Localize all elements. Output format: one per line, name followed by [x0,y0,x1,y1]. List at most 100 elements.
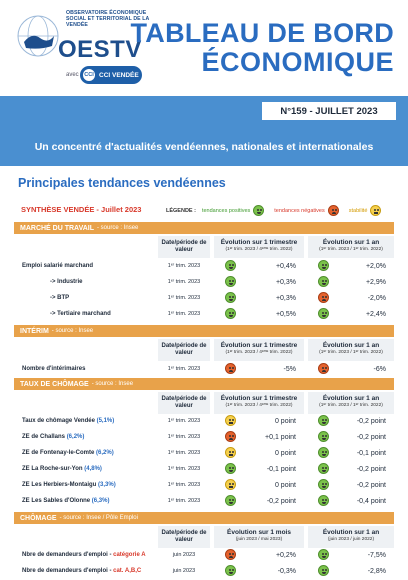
legend: LÉGENDE : tendances positives tendances … [166,205,382,216]
section-taux-chomage-source: - source : Insee [91,381,134,387]
avec-label: avec [66,72,79,78]
column-month: Évolution sur 1 mois (juin 2023 / mai 202… [214,526,304,548]
row-value-period: +0,3% [275,295,296,302]
column-quarter: Évolution sur 1 trimestre (1ᵉʳ trim. 2023… [214,339,304,361]
section-interim: INTÉRIM - source : Insee [14,325,394,337]
table-row: Nombre d'intérimaires 1ᵉʳ trim. 2023 -5% -6… [14,361,394,377]
column-year: Évolution sur 1 an (1ᵉʳ trim. 2023 / 1ᵉʳ … [308,339,394,361]
positive-smiley-icon [318,479,329,490]
negative-smiley-icon [327,205,339,216]
positive-smiley-icon [318,415,329,426]
header: OBSERVATOIRE ÉCONOMIQUE SOCIAL ET TERRIT… [0,0,408,96]
table-row: Taux de chômage Vendée (5,1%) 1ᵉʳ trim. 2… [14,413,394,429]
row-value-year: -0,2 point [356,466,386,473]
section-chomage-title: CHÔMAGE [20,514,57,522]
legend-stable-label: stabilité [348,207,368,214]
table-row: -> Tertiaire marchand 1ᵉʳ trim. 2023 +0,5%… [14,306,394,322]
row-value-year: +2,9% [365,279,386,286]
column-header-taux: Date/période de valeur Évolution sur 1 t… [14,392,394,414]
row-label: Nombre d'intérimaires [22,366,86,372]
column-date: Date/période de valeur [158,339,210,361]
row-date: 1ᵉʳ trim. 2023 [167,279,201,285]
row-value-period: +0,5% [275,311,296,318]
positive-smiley-icon [225,565,236,576]
row-value-period: +0,3% [275,279,296,286]
table-row: Nbre de demandeurs d'emploi - catégorie … [14,547,394,563]
positive-smiley-icon [318,565,329,576]
table-row: ZE de Challans (6,2%) 1ᵉʳ trim. 2023 +0,1 … [14,429,394,445]
row-label: ZE Les Sables d'Olonne (6,3%) [22,498,110,504]
cci-vendee-label: CCI VENDÉE [99,71,139,79]
synthesis-title: SYNTHÈSE VENDÉE - Juillet 2023 [21,205,142,214]
column-year: Évolution sur 1 an (1ᵉʳ trim. 2023 / 1ᵉʳ … [308,236,394,258]
row-label: -> BTP [50,295,70,301]
row-value-year: +2,4% [365,311,386,318]
table-row: ZE Les Sables d'Olonne (6,3%) 1ᵉʳ trim. 2… [14,493,394,509]
positive-smiley-icon [318,549,329,560]
table-row: ZE La Roche-sur-Yon (4,8%) 1ᵉʳ trim. 2023… [14,461,394,477]
stable-smiley-icon [370,205,382,216]
positive-smiley-icon [318,260,329,271]
positive-smiley-icon [253,205,265,216]
positive-smiley-icon [225,308,236,319]
cci-logo-icon: CCI [83,69,95,81]
oestv-globe-logo-icon [17,15,59,57]
section-marche-travail-title: MARCHÉ DU TRAVAIL [20,224,95,232]
section-interim-title: INTÉRIM [20,327,49,335]
oestv-logo-text: OESTV [58,36,142,63]
column-date: Date/période de valeur [158,236,210,258]
row-value-year: -0,4 point [356,498,386,505]
row-value-year: -0,1 point [356,450,386,457]
row-date: 1ᵉʳ trim. 2023 [167,295,201,301]
legend-label: LÉGENDE : [166,207,196,214]
row-value-year: -0,2 point [356,434,386,441]
section-interim-source: - source : Insee [51,328,94,334]
negative-smiley-icon [318,292,329,303]
column-quarter: Évolution sur 1 trimestre (1ᵉʳ trim. 2023… [214,392,304,414]
observatory-name: OBSERVATOIRE ÉCONOMIQUE SOCIAL ET TERRIT… [66,10,150,28]
page-title-line2: ÉCONOMIQUE [201,47,394,77]
table-row: Emploi salarié marchand 1ᵉʳ trim. 2023 +0,… [14,258,394,274]
row-label: Nbre de demandeurs d'emploi - catégorie … [22,552,146,558]
row-label: Emploi salarié marchand [22,263,94,269]
negative-smiley-icon [225,363,236,374]
row-date: 1ᵉʳ trim. 2023 [167,418,201,424]
table-row: -> BTP 1ᵉʳ trim. 2023 +0,3% -2,0% [14,290,394,306]
table-row: ZE Les Herbiers-Montaigu (3,3%) 1ᵉʳ trim.… [14,477,394,493]
row-value-year: -2,0% [367,295,386,302]
positive-smiley-icon [225,495,236,506]
legend-positive-label: tendances positives [201,207,251,214]
positive-smiley-icon [225,276,236,287]
column-header-travail: Date/période de valeur Évolution sur 1 t… [14,236,394,258]
negative-smiley-icon [225,431,236,442]
row-value-period: -0,1 point [266,466,296,473]
row-value-year: +2,0% [365,263,386,270]
column-date: Date/période de valeur [158,392,210,414]
row-date: 1ᵉʳ trim. 2023 [167,263,201,269]
page-title-line1: TABLEAU DE BORD [130,18,394,48]
section-marche-travail: MARCHÉ DU TRAVAIL - source : Insee [14,222,394,234]
row-value-period: +0,4% [275,263,296,270]
row-value-period: +0,2% [275,552,296,559]
issue-number: N°159 - JUILLET 2023 [262,102,396,120]
row-label: ZE La Roche-sur-Yon (4,8%) [22,466,102,472]
row-date: 1ᵉʳ trim. 2023 [167,366,201,372]
row-label: ZE de Fontenay-le-Comte (6,2%) [22,450,114,456]
row-label: -> Tertiaire marchand [50,311,111,317]
section-chomage: CHÔMAGE - source : Insee / Pôle Emploi [14,512,394,524]
positive-smiley-icon [225,463,236,474]
tagline: Un concentré d'actualités vendéennes, na… [34,141,374,153]
legend-negative-label: tendances négatives [274,207,325,214]
column-header-interim: Date/période de valeur Évolution sur 1 t… [14,339,394,361]
column-quarter: Évolution sur 1 trimestre (1ᵉʳ trim. 2023… [214,236,304,258]
section-taux-chomage: TAUX DE CHÔMAGE - source : Insee [14,378,394,390]
row-date: juin 2023 [172,568,196,574]
row-label: Taux de chômage Vendée (5,1%) [22,418,115,424]
row-value-period: -5% [283,366,296,373]
row-value-period: 0 point [274,418,296,425]
stable-smiley-icon [225,447,236,458]
positive-smiley-icon [318,431,329,442]
row-date: 1ᵉʳ trim. 2023 [167,482,201,488]
table-row: ZE de Fontenay-le-Comte (6,2%) 1ᵉʳ trim. … [14,445,394,461]
negative-smiley-icon [225,549,236,560]
